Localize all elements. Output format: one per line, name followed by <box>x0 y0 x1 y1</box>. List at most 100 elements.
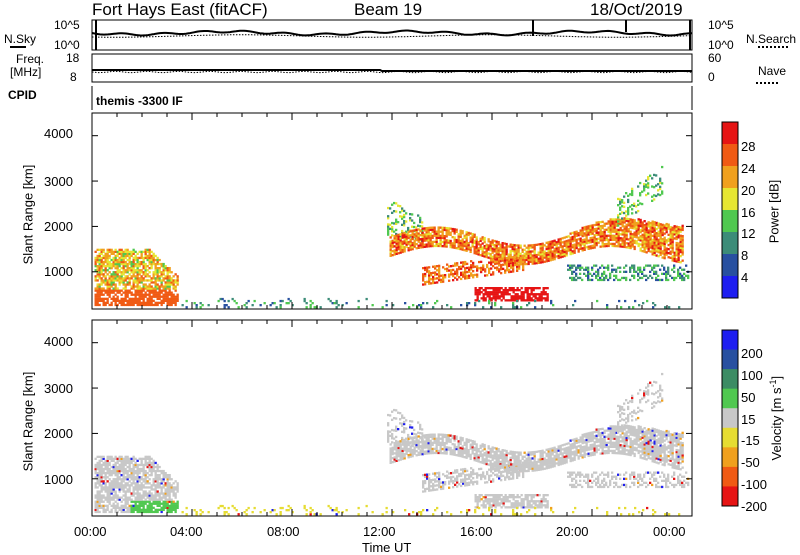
velocity-cell <box>121 462 123 464</box>
power-cell <box>149 271 151 273</box>
power-cell <box>157 279 159 281</box>
power-cell <box>135 271 137 273</box>
power-cell <box>666 223 668 225</box>
power-cell <box>673 279 675 281</box>
power-cell <box>165 300 167 302</box>
velocity-cell <box>502 455 504 457</box>
velocity-cell <box>552 466 554 468</box>
power-cell <box>654 250 656 252</box>
velocity-cell <box>488 459 490 461</box>
velocity-cell <box>149 460 151 462</box>
power-cell <box>599 267 601 269</box>
velocity-cell <box>159 501 161 503</box>
power-cell <box>596 222 598 224</box>
power-cell <box>101 249 103 251</box>
power-cell <box>532 246 534 248</box>
velocity-cell <box>456 446 458 448</box>
velocity-cell <box>442 440 444 442</box>
power-cell <box>464 243 466 245</box>
velocity-cell <box>133 507 135 509</box>
power-cell <box>149 300 151 302</box>
power-cell <box>681 269 683 271</box>
power-cell <box>396 238 398 240</box>
velocity-cell <box>452 453 454 455</box>
power-cell <box>403 224 405 226</box>
power-cell <box>535 295 537 297</box>
power-cell <box>444 276 446 278</box>
power-cell <box>454 228 456 230</box>
power-cell <box>624 221 626 223</box>
velocity-cell <box>159 466 161 468</box>
power-cell <box>588 225 590 227</box>
power-cell <box>632 243 634 245</box>
power-cell <box>474 246 476 248</box>
power-cell <box>655 174 657 176</box>
power-cell <box>109 271 111 273</box>
power-cell <box>664 253 666 255</box>
power-cell <box>492 244 494 246</box>
power-cell <box>496 247 498 249</box>
power-cell <box>664 224 666 226</box>
velocity-cell <box>490 450 492 452</box>
power-cell <box>408 237 410 239</box>
power-cell <box>97 302 99 304</box>
power-cell <box>392 246 394 248</box>
power-cell <box>143 285 145 287</box>
power-cell <box>653 194 655 196</box>
velocity-cell <box>155 511 157 513</box>
velocity-cell <box>135 484 137 486</box>
velocity-cell <box>167 474 169 476</box>
power-cell <box>636 236 638 238</box>
velocity-cell <box>408 450 410 452</box>
power-cell <box>456 241 458 243</box>
power-cell <box>584 239 586 241</box>
power-cell <box>660 229 662 231</box>
power-cell <box>131 261 133 263</box>
power-cell <box>141 275 143 277</box>
power-cell <box>570 249 572 251</box>
power-cell <box>634 234 636 236</box>
velocity-cell <box>448 449 450 451</box>
power-cell <box>650 230 652 232</box>
velocity-cell <box>570 458 572 460</box>
velocity-cell <box>466 448 468 450</box>
velocity-cell <box>582 438 584 440</box>
velocity-cell <box>418 435 420 437</box>
power-cell <box>656 248 658 250</box>
velocity-cell <box>430 444 432 446</box>
power-cell <box>593 265 595 267</box>
velocity-cell <box>572 447 574 449</box>
velocity-cell <box>387 436 389 438</box>
power-cell <box>428 272 430 274</box>
power-cell <box>604 223 606 225</box>
power-cell <box>466 239 468 241</box>
velocity-cell <box>109 482 111 484</box>
velocity-cell <box>560 451 562 453</box>
power-cell <box>545 291 547 293</box>
power-cell <box>636 222 638 224</box>
power-cell <box>582 233 584 235</box>
power-cell <box>121 267 123 269</box>
velocity-cell <box>416 436 418 438</box>
velocity-cell <box>125 501 127 503</box>
power-cell <box>474 236 476 238</box>
power-cell <box>580 246 582 248</box>
velocity-cell <box>392 453 394 455</box>
velocity-cell <box>415 433 417 435</box>
power-cell <box>165 287 167 289</box>
power-cell <box>153 271 155 273</box>
power-cell <box>105 257 107 259</box>
power-cell <box>407 227 409 229</box>
velocity-cell <box>119 464 121 466</box>
power-cell <box>460 246 462 248</box>
velocity-cell <box>405 419 407 421</box>
velocity-cell <box>147 472 149 474</box>
velocity-cell <box>145 476 147 478</box>
power-cell <box>390 245 392 247</box>
power-cell <box>626 218 628 220</box>
power-cell <box>554 258 556 260</box>
power-cell <box>137 285 139 287</box>
power-cell <box>678 228 680 230</box>
power-cell <box>605 275 607 277</box>
power-cell <box>141 296 143 298</box>
